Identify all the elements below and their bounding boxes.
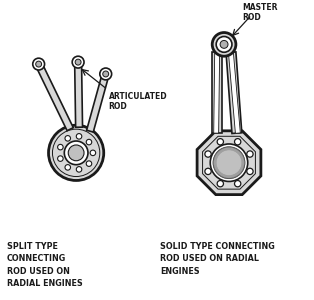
Circle shape — [217, 181, 224, 187]
Polygon shape — [197, 131, 261, 195]
Circle shape — [205, 151, 211, 157]
Text: ARTICULATED
ROD: ARTICULATED ROD — [109, 92, 167, 111]
Circle shape — [65, 165, 71, 170]
Circle shape — [64, 141, 88, 165]
Circle shape — [103, 71, 109, 77]
Polygon shape — [226, 52, 242, 134]
Circle shape — [100, 68, 112, 80]
Circle shape — [75, 59, 81, 65]
Polygon shape — [214, 53, 219, 133]
Text: MASTER
ROD: MASTER ROD — [242, 3, 277, 22]
Polygon shape — [87, 73, 109, 132]
Polygon shape — [35, 63, 73, 131]
Circle shape — [33, 58, 45, 70]
Circle shape — [235, 181, 241, 187]
Circle shape — [36, 61, 42, 67]
Circle shape — [86, 161, 92, 167]
Circle shape — [247, 151, 253, 157]
Circle shape — [76, 134, 82, 139]
Circle shape — [247, 168, 253, 175]
Circle shape — [235, 139, 241, 145]
Circle shape — [220, 40, 228, 48]
Circle shape — [58, 144, 63, 150]
Circle shape — [65, 136, 71, 141]
Circle shape — [68, 145, 84, 161]
Polygon shape — [212, 52, 222, 133]
Polygon shape — [75, 62, 83, 127]
Polygon shape — [229, 53, 240, 133]
Circle shape — [86, 139, 92, 145]
Circle shape — [49, 125, 104, 181]
Circle shape — [217, 139, 224, 145]
Circle shape — [72, 56, 84, 68]
Circle shape — [58, 156, 63, 161]
Circle shape — [76, 167, 82, 172]
Circle shape — [213, 147, 245, 178]
Text: SPLIT TYPE
CONNECTING
ROD USED ON
RADIAL ENGINES: SPLIT TYPE CONNECTING ROD USED ON RADIAL… — [7, 242, 83, 288]
Circle shape — [205, 168, 211, 175]
Circle shape — [212, 32, 236, 56]
Circle shape — [210, 144, 248, 182]
Text: SOLID TYPE CONNECTING
ROD USED ON RADIAL
ENGINES: SOLID TYPE CONNECTING ROD USED ON RADIAL… — [160, 242, 275, 276]
Circle shape — [90, 150, 96, 156]
Circle shape — [216, 37, 232, 52]
